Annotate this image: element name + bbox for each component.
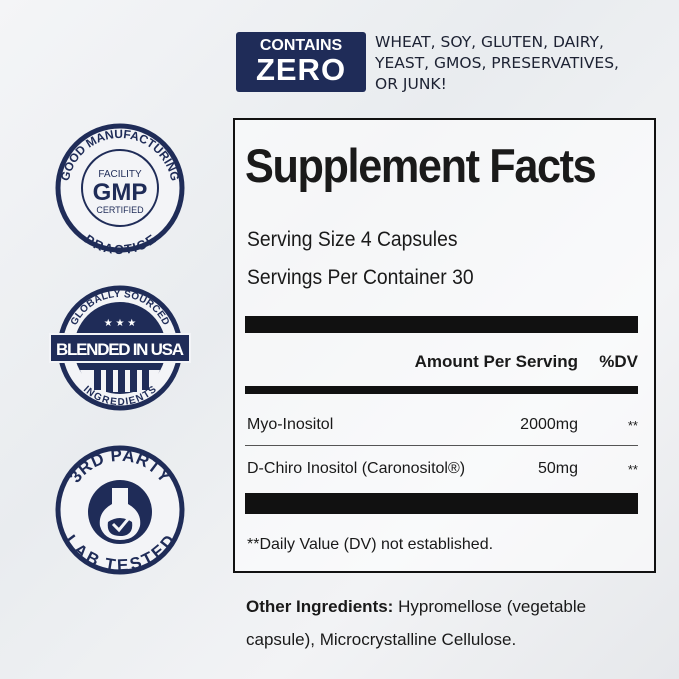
serving-size: Serving Size 4 Capsules bbox=[247, 228, 458, 251]
contains-label: CONTAINS bbox=[259, 37, 343, 54]
facility-text: FACILITY bbox=[98, 169, 142, 180]
allergen-line: YEAST, GMOS, PRESERVATIVES, bbox=[375, 54, 619, 72]
gmp-text: GMP bbox=[93, 179, 148, 206]
dv-footnote: **Daily Value (DV) not established. bbox=[247, 536, 494, 553]
allergen-line: OR JUNK! bbox=[375, 75, 447, 93]
row-divider bbox=[245, 445, 638, 446]
amount-per-serving-header: Amount Per Serving bbox=[414, 352, 578, 371]
ingredient-amount: 50mg bbox=[537, 460, 578, 477]
ingredient-amount: 2000mg bbox=[520, 416, 578, 433]
thick-divider bbox=[245, 493, 638, 514]
facts-title: Supplement Facts bbox=[245, 139, 597, 192]
other-ingredients: Other Ingredients: Hypromellose (vegetab… bbox=[246, 590, 626, 656]
allergen-line: WHEAT, SOY, GLUTEN, DAIRY, bbox=[375, 33, 604, 51]
other-ingredients-label: Other Ingredients: bbox=[246, 597, 394, 616]
gmp-certified-badge: GOOD MANUFACTURING PRACTICE FACILITY GMP… bbox=[55, 123, 185, 257]
ingredient-name: D-Chiro Inositol (Caronositol®) bbox=[247, 460, 466, 477]
stars-icon: ★ ★ ★ bbox=[104, 318, 136, 329]
ingredient-name: Myo-Inositol bbox=[247, 416, 334, 433]
ingredient-dv: ** bbox=[627, 418, 638, 433]
zero-label: ZERO bbox=[255, 52, 347, 87]
thick-divider bbox=[245, 316, 638, 333]
lab-tested-badge: 3RD PARTY LAB TESTED bbox=[55, 445, 185, 575]
blended-in-usa-text: BLENDED IN USA bbox=[56, 340, 184, 359]
blended-in-usa-badge: GLOBALLY SOURCED ★ ★ ★ BLENDED IN USA IN… bbox=[49, 285, 191, 411]
medium-divider bbox=[245, 386, 638, 394]
contains-zero-badge: CONTAINS ZERO bbox=[236, 32, 366, 92]
supplement-facts-panel: Supplement Facts Serving Size 4 Capsules… bbox=[233, 118, 656, 573]
allergen-free-text: WHEAT, SOY, GLUTEN, DAIRY, YEAST, GMOS, … bbox=[375, 32, 619, 95]
dv-header: %DV bbox=[599, 352, 638, 371]
certification-badges: GOOD MANUFACTURING PRACTICE FACILITY GMP… bbox=[49, 123, 191, 575]
other-ingredients-text: Hypromellose (vegetable capsule), Microc… bbox=[246, 597, 587, 649]
servings-per-container: Servings Per Container 30 bbox=[247, 266, 474, 289]
ingredient-dv: ** bbox=[627, 462, 638, 477]
certified-text: CERTIFIED bbox=[96, 205, 144, 215]
